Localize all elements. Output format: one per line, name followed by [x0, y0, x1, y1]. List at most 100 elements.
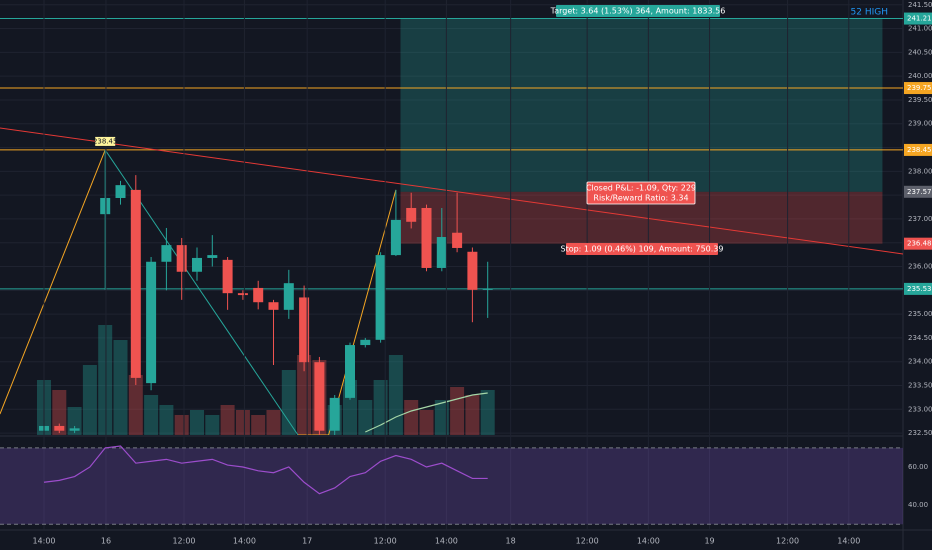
volume-bar — [220, 405, 235, 435]
volume-bar — [98, 325, 113, 435]
candle-body — [283, 283, 294, 310]
candle-body — [268, 302, 279, 310]
price-tag-label: 235.53 — [907, 285, 932, 293]
price-tag-label: 237.57 — [907, 188, 932, 196]
volume-bar — [82, 365, 97, 435]
rr-label: Risk/Reward Ratio: 3.34 — [593, 194, 688, 203]
candle-body — [69, 428, 80, 431]
price-tag — [904, 143, 932, 156]
volume-bar — [480, 390, 495, 435]
target-zone — [400, 18, 883, 192]
y-tick-label: 232.50 — [908, 429, 932, 437]
candle-body — [436, 237, 447, 268]
y-tick-label: 235.00 — [908, 310, 932, 318]
candle-body — [375, 255, 386, 340]
x-tick-label: 14:00 — [837, 537, 860, 546]
volume-bar — [159, 405, 174, 435]
candle-body — [421, 207, 432, 268]
volume-bar — [404, 400, 419, 435]
x-tick-label: 18 — [506, 537, 516, 546]
candle-body — [146, 261, 157, 384]
candle-body — [54, 425, 65, 431]
volume-bar — [434, 400, 449, 435]
price-tag-label: 239.75 — [907, 84, 932, 92]
rsi-tick-label: 60.00 — [908, 463, 928, 471]
candle-body — [406, 207, 417, 222]
volume-bar — [128, 375, 143, 435]
y-tick-label: 236.00 — [908, 263, 932, 271]
target-label-box — [556, 5, 720, 17]
candle-body — [345, 345, 355, 398]
candle-body — [176, 245, 187, 272]
y-tick-label: 233.00 — [908, 405, 932, 413]
stop-label: Stop: 1.09 (0.46%) 109, Amount: 750.39 — [560, 245, 723, 254]
candle-body — [161, 245, 172, 262]
volume-bar — [266, 410, 281, 435]
price-tag — [904, 12, 932, 25]
candle-body — [482, 288, 493, 290]
x-tick-label: 12:00 — [776, 537, 799, 546]
stop-label-box — [566, 243, 718, 255]
zigzag-line — [328, 189, 397, 435]
x-tick-label: 19 — [704, 537, 714, 546]
candle-body — [207, 255, 218, 258]
y-tick-label: 234.50 — [908, 334, 932, 342]
volume-bar — [144, 395, 159, 435]
x-tick-label: 16 — [101, 537, 111, 546]
candle-body — [299, 297, 310, 363]
y-tick-label: 239.50 — [908, 96, 932, 104]
volume-bar — [113, 340, 128, 435]
pnl-label: Closed P&L: -1.09, Qty: 229 — [586, 184, 696, 193]
price-tag — [904, 185, 932, 198]
zigzag-line — [0, 149, 106, 415]
volume-bar — [205, 415, 220, 435]
candle-body — [452, 232, 463, 248]
peak-label-box — [95, 136, 116, 146]
x-tick-label: 14:00 — [233, 537, 256, 546]
y-tick-label: 241.00 — [908, 25, 932, 33]
high-label: 52 HIGH — [851, 8, 888, 18]
x-tick-label: 14:00 — [32, 537, 55, 546]
price-tag — [904, 282, 932, 295]
trend-line — [0, 127, 903, 255]
volume-bar — [52, 390, 67, 435]
price-tag — [904, 237, 932, 250]
candle-body — [100, 197, 111, 215]
x-tick-label: 14:00 — [637, 537, 660, 546]
y-tick-label: 234.00 — [908, 358, 932, 366]
candle-body — [115, 185, 126, 198]
y-tick-label: 240.50 — [908, 48, 932, 56]
price-tag-label: 236.48 — [907, 240, 932, 248]
volume-bar — [251, 415, 266, 435]
price-tag — [904, 82, 932, 95]
volume-bar — [174, 415, 189, 435]
volume-bar — [190, 410, 204, 435]
volume-bar — [450, 387, 465, 435]
candle-body — [192, 257, 202, 272]
price-tag-label: 241.21 — [907, 15, 932, 23]
candle-body — [329, 397, 340, 431]
candle-body — [130, 189, 141, 378]
volume-bar — [419, 410, 434, 435]
volume-bar — [388, 355, 403, 435]
rsi-band — [0, 447, 903, 525]
x-tick-label: 12:00 — [576, 537, 599, 546]
y-tick-label: 237.00 — [908, 215, 932, 223]
volume-bar — [67, 407, 82, 435]
candle-body — [390, 219, 401, 256]
price-tag-label: 238.45 — [907, 146, 932, 154]
volume-bar — [281, 370, 296, 435]
volume-bar — [235, 410, 250, 435]
x-tick-label: 12:00 — [374, 537, 397, 546]
volume-bar — [373, 380, 388, 435]
y-tick-label: 240.00 — [908, 72, 932, 80]
x-tick-label: 14:00 — [435, 537, 458, 546]
rsi-line — [43, 445, 488, 495]
volume-bar — [358, 400, 373, 435]
peak-label: 238.45 — [93, 137, 118, 145]
y-tick-label: 239.00 — [908, 120, 932, 128]
price-pane — [0, 4, 903, 435]
candle-body — [467, 251, 478, 290]
y-tick-label: 233.50 — [908, 382, 932, 390]
x-tick-label: 12:00 — [172, 537, 195, 546]
